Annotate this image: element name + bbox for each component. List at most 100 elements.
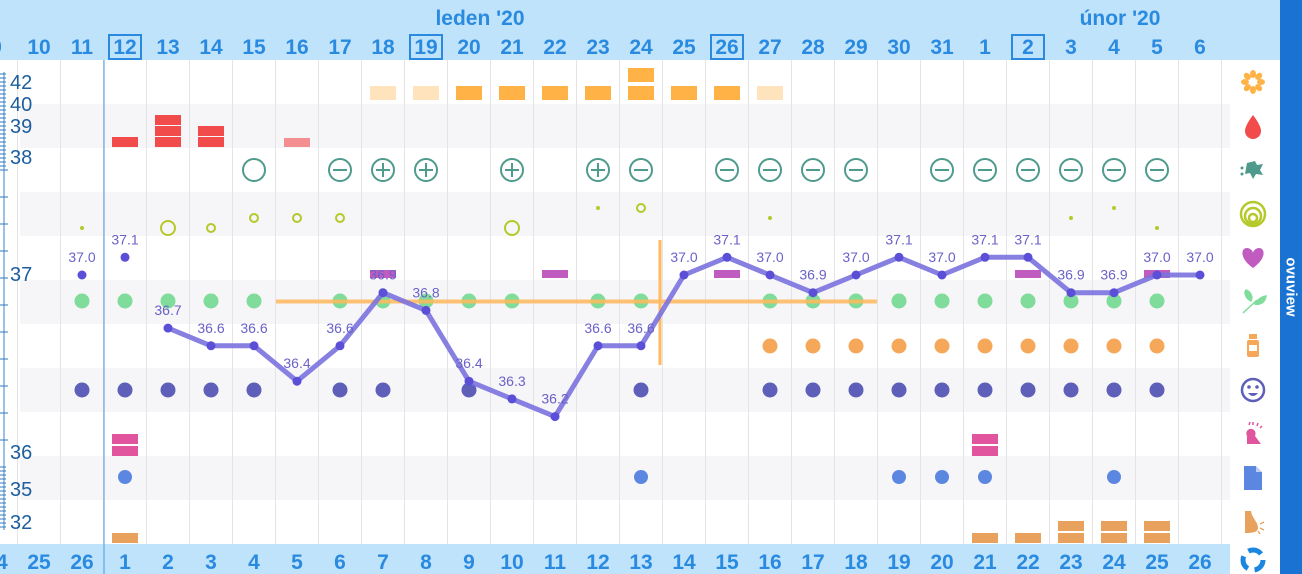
temperature-label: 36.6 — [326, 320, 353, 336]
brand-strip[interactable]: ovuview — [1280, 0, 1302, 574]
heart — [1242, 248, 1264, 268]
date-label[interactable]: 10 — [27, 36, 50, 59]
herb-dot — [977, 293, 993, 309]
bar-mark — [671, 86, 697, 100]
date-label[interactable]: 22 — [543, 36, 566, 59]
date-label[interactable]: 23 — [586, 36, 609, 59]
date-label[interactable]: 5 — [1151, 36, 1163, 59]
date-label[interactable]: 15 — [242, 36, 266, 59]
temperature-point[interactable] — [335, 341, 345, 351]
cycle-arrows-icon[interactable] — [1240, 547, 1266, 573]
date-label[interactable]: 29 — [844, 36, 867, 59]
blood-drop-icon[interactable] — [1245, 115, 1261, 139]
temperature-point[interactable] — [851, 270, 861, 280]
bar-mark — [112, 446, 138, 456]
breast-icon[interactable] — [1245, 511, 1265, 535]
date-label[interactable]: 20 — [457, 36, 480, 59]
date-label[interactable]: 31 — [930, 36, 954, 59]
cervix-rings-icon[interactable] — [1239, 200, 1267, 228]
date-label[interactable]: 18 — [371, 36, 395, 59]
temperature-point[interactable] — [679, 270, 689, 280]
note-icon[interactable] — [1244, 466, 1262, 490]
date-label[interactable]: 12 — [113, 36, 136, 59]
splash-icon[interactable] — [1240, 161, 1264, 179]
herb-dot — [203, 293, 219, 309]
cervix-circle — [249, 213, 259, 223]
temperature-point[interactable] — [1066, 288, 1076, 298]
temperature-point[interactable] — [421, 305, 431, 315]
temperature-point[interactable] — [937, 270, 947, 280]
cervix-dot — [80, 226, 84, 230]
cervix-dot — [1069, 216, 1073, 220]
temperature-point[interactable] — [1152, 270, 1162, 280]
temperature-label: 36.3 — [498, 373, 525, 389]
date-label[interactable]: 3 — [1065, 36, 1077, 59]
temp-axis-label: 36 — [10, 442, 32, 464]
temperature-point[interactable] — [120, 252, 130, 262]
spotting-mark — [284, 138, 310, 147]
temperature-point[interactable] — [593, 341, 603, 351]
drop — [1240, 166, 1244, 170]
leaf-icon[interactable] — [1242, 289, 1267, 314]
test-pos-mark — [414, 158, 438, 182]
date-label[interactable]: 4 — [1108, 36, 1120, 59]
eye — [1247, 385, 1251, 389]
date-label[interactable]: 30 — [887, 36, 910, 59]
temperature-point[interactable] — [980, 252, 990, 262]
date-label[interactable]: 13 — [156, 36, 179, 59]
temperature-point[interactable] — [1109, 288, 1119, 298]
temp-axis-label: 39 — [10, 116, 32, 138]
smiley-icon[interactable] — [1240, 377, 1266, 403]
herb-dot — [117, 293, 133, 309]
sun-icon[interactable] — [1241, 70, 1265, 94]
temperature-point[interactable] — [206, 341, 216, 351]
temperature-point[interactable] — [77, 270, 87, 280]
pill-bottle-icon[interactable] — [1247, 334, 1259, 357]
cycle-day-label: 1 — [119, 551, 131, 574]
bar-mark — [155, 115, 181, 125]
bar-mark — [112, 533, 138, 543]
medication-dot — [891, 338, 907, 354]
date-label[interactable]: 26 — [715, 36, 738, 59]
temperature-point[interactable] — [507, 394, 517, 404]
date-label[interactable]: 17 — [328, 36, 351, 59]
temperature-label: 37.1 — [971, 231, 998, 247]
date-label[interactable]: 27 — [758, 36, 781, 59]
headache-icon[interactable] — [1246, 421, 1263, 444]
temperature-point[interactable] — [163, 323, 173, 333]
temperature-point[interactable] — [378, 288, 388, 298]
date-label[interactable]: 24 — [629, 36, 653, 59]
date-label[interactable]: 2 — [1022, 36, 1034, 59]
date-label[interactable]: 25 — [672, 36, 696, 59]
cervix-circle — [335, 213, 345, 223]
temperature-point[interactable] — [1195, 270, 1205, 280]
date-label[interactable]: 21 — [500, 36, 524, 59]
temperature-point[interactable] — [636, 341, 646, 351]
date-label[interactable]: 6 — [1194, 36, 1206, 59]
date-label[interactable]: 1 — [979, 36, 991, 59]
date-label[interactable]: 19 — [414, 36, 437, 59]
cycle-arrows — [1240, 547, 1266, 573]
temperature-point[interactable] — [894, 252, 904, 262]
temperature-point[interactable] — [765, 270, 775, 280]
date-label[interactable]: 28 — [801, 36, 825, 59]
temperature-point[interactable] — [249, 341, 259, 351]
temperature-point[interactable] — [722, 252, 732, 262]
temperature-point[interactable] — [464, 376, 474, 386]
temperature-point[interactable] — [808, 288, 818, 298]
mood-dot — [332, 382, 348, 398]
mood-dot — [633, 382, 649, 398]
date-label[interactable]: 16 — [285, 36, 308, 59]
temperature-point[interactable] — [550, 412, 560, 422]
mood-dot — [375, 382, 391, 398]
medication-dot — [1149, 338, 1165, 354]
temperature-point[interactable] — [292, 376, 302, 386]
date-label[interactable]: 11 — [71, 36, 94, 59]
date-label[interactable]: 14 — [199, 36, 223, 59]
heart-icon[interactable] — [1242, 248, 1264, 268]
temp-axis-label: 38 — [10, 147, 32, 169]
temperature-point[interactable] — [1023, 252, 1033, 262]
test-neg-mark — [758, 158, 782, 182]
date-label[interactable]: 9 — [0, 36, 2, 59]
leaf — [1242, 289, 1267, 314]
